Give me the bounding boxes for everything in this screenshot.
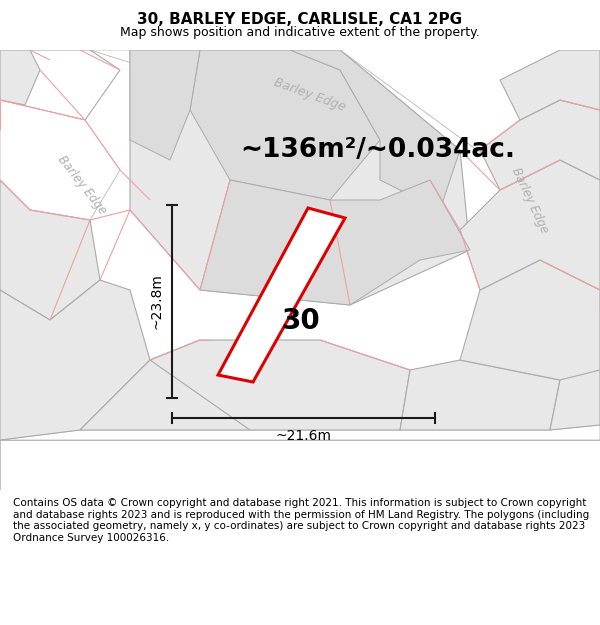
- Text: Map shows position and indicative extent of the property.: Map shows position and indicative extent…: [120, 26, 480, 39]
- Text: 30: 30: [281, 307, 320, 335]
- Polygon shape: [130, 50, 470, 305]
- Polygon shape: [0, 100, 120, 220]
- Polygon shape: [0, 180, 100, 320]
- Polygon shape: [480, 100, 600, 190]
- Polygon shape: [460, 260, 600, 380]
- Polygon shape: [150, 340, 410, 430]
- Polygon shape: [0, 425, 600, 440]
- Polygon shape: [90, 50, 600, 310]
- Polygon shape: [0, 50, 120, 120]
- Polygon shape: [500, 50, 600, 120]
- Polygon shape: [190, 50, 380, 200]
- Polygon shape: [460, 160, 600, 290]
- Text: 30, BARLEY EDGE, CARLISLE, CA1 2PG: 30, BARLEY EDGE, CARLISLE, CA1 2PG: [137, 12, 463, 28]
- Text: Barley Edge: Barley Edge: [55, 153, 109, 217]
- Polygon shape: [0, 280, 150, 440]
- Polygon shape: [0, 440, 600, 490]
- Polygon shape: [550, 360, 600, 430]
- Text: ~23.8m: ~23.8m: [149, 274, 163, 329]
- Text: Contains OS data © Crown copyright and database right 2021. This information is : Contains OS data © Crown copyright and d…: [13, 498, 589, 543]
- Polygon shape: [130, 50, 200, 160]
- Polygon shape: [400, 360, 560, 430]
- Text: Barley Edge: Barley Edge: [509, 165, 551, 235]
- Polygon shape: [290, 50, 460, 210]
- Text: ~21.6m: ~21.6m: [275, 429, 331, 443]
- Text: Barley Edge: Barley Edge: [272, 76, 347, 114]
- Polygon shape: [200, 180, 470, 305]
- Polygon shape: [0, 50, 40, 105]
- Text: ~136m²/~0.034ac.: ~136m²/~0.034ac.: [240, 137, 515, 163]
- Polygon shape: [80, 340, 250, 430]
- Polygon shape: [218, 208, 345, 382]
